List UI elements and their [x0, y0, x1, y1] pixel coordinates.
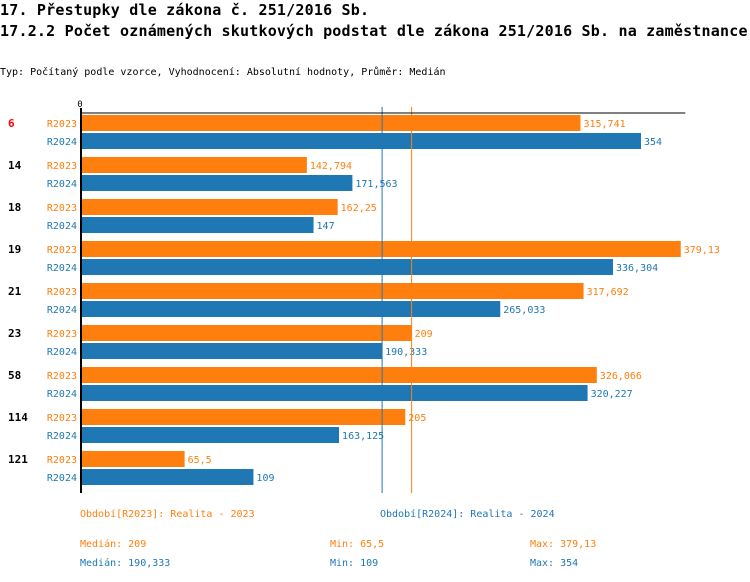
- value-label-r2024: 190,333: [385, 347, 427, 358]
- stat-r2023-min: Min: 65,5: [330, 539, 385, 550]
- bar-r2024: [81, 427, 340, 443]
- series-label-r2024: R2024: [47, 431, 77, 442]
- legend-r2023: Období[R2023]: Realita - 2023: [80, 509, 255, 520]
- bar-r2024: [81, 259, 614, 275]
- value-label-r2024: 147: [317, 221, 335, 232]
- category-label: 121: [8, 453, 28, 466]
- category-label: 14: [8, 159, 22, 172]
- bar-r2023: [81, 199, 338, 215]
- bar-r2024: [81, 343, 383, 359]
- series-label-r2023: R2023: [47, 119, 77, 130]
- bar-r2023: [81, 325, 412, 341]
- page-title: 17. Přestupky dle zákona č. 251/2016 Sb.: [0, 1, 370, 19]
- bar-r2024: [81, 469, 254, 485]
- value-label-r2024: 171,563: [355, 179, 397, 190]
- stat-r2023-max: Max: 379,13: [530, 539, 597, 550]
- value-label-r2024: 354: [644, 137, 662, 148]
- bar-r2024: [81, 133, 641, 149]
- value-label-r2023: 209: [415, 329, 433, 340]
- bar-r2024: [81, 385, 588, 401]
- value-label-r2024: 163,125: [342, 431, 384, 442]
- series-label-r2024: R2024: [47, 473, 77, 484]
- value-label-r2023: 65,5: [188, 455, 212, 466]
- stat-r2024-max: Max: 354: [530, 558, 579, 569]
- bar-r2023: [81, 451, 185, 467]
- series-label-r2023: R2023: [47, 413, 77, 424]
- value-label-r2023: 326,066: [600, 371, 642, 382]
- bar-r2023: [81, 157, 307, 173]
- bar-r2024: [81, 175, 353, 191]
- category-label: 18: [8, 201, 21, 214]
- value-label-r2023: 379,13: [684, 245, 720, 256]
- value-label-r2024: 320,227: [591, 389, 633, 400]
- series-label-r2023: R2023: [47, 371, 77, 382]
- bar-r2023: [81, 283, 584, 299]
- series-label-r2024: R2024: [47, 179, 77, 190]
- stat-r2024-min: Min: 109: [330, 558, 379, 569]
- value-label-r2023: 142,794: [310, 161, 352, 172]
- bar-r2023: [81, 409, 406, 425]
- bar-r2023: [81, 241, 681, 257]
- category-label: 23: [8, 327, 21, 340]
- series-label-r2024: R2024: [47, 347, 77, 358]
- series-label-r2024: R2024: [47, 389, 77, 400]
- series-label-r2023: R2023: [47, 455, 77, 466]
- value-label-r2024: 336,304: [616, 263, 658, 274]
- value-label-r2024: 109: [256, 473, 274, 484]
- stat-r2023-median: Medián: 209: [80, 539, 147, 550]
- category-label: 21: [8, 285, 22, 298]
- series-label-r2023: R2023: [47, 287, 77, 298]
- bar-r2023: [81, 367, 597, 383]
- category-label: 19: [8, 243, 21, 256]
- stat-r2024-median: Medián: 190,333: [80, 558, 171, 569]
- value-label-r2023: 205: [408, 413, 426, 424]
- category-label: 58: [8, 369, 21, 382]
- category-label: 114: [8, 411, 28, 424]
- x-tick-label: 0: [77, 100, 82, 110]
- category-label: 6: [8, 117, 15, 130]
- bar-r2024: [81, 217, 314, 233]
- chart-title: 17.2.2 Počet oznámených skutkových podst…: [0, 22, 748, 40]
- series-label-r2023: R2023: [47, 203, 77, 214]
- series-label-r2024: R2024: [47, 137, 77, 148]
- value-label-r2023: 162,25: [341, 203, 377, 214]
- series-label-r2024: R2024: [47, 263, 77, 274]
- bar-r2023: [81, 115, 581, 131]
- series-label-r2024: R2024: [47, 305, 77, 316]
- value-label-r2023: 315,741: [583, 119, 625, 130]
- value-label-r2024: 265,033: [503, 305, 545, 316]
- legend-r2024: Období[R2024]: Realita - 2024: [380, 509, 555, 520]
- series-label-r2023: R2023: [47, 161, 77, 172]
- series-label-r2023: R2023: [47, 329, 77, 340]
- value-label-r2023: 317,692: [587, 287, 629, 298]
- series-label-r2024: R2024: [47, 221, 77, 232]
- bar-r2024: [81, 301, 501, 317]
- chart-info: Typ: Počítaný podle vzorce, Vyhodnocení:…: [0, 67, 446, 78]
- series-label-r2023: R2023: [47, 245, 77, 256]
